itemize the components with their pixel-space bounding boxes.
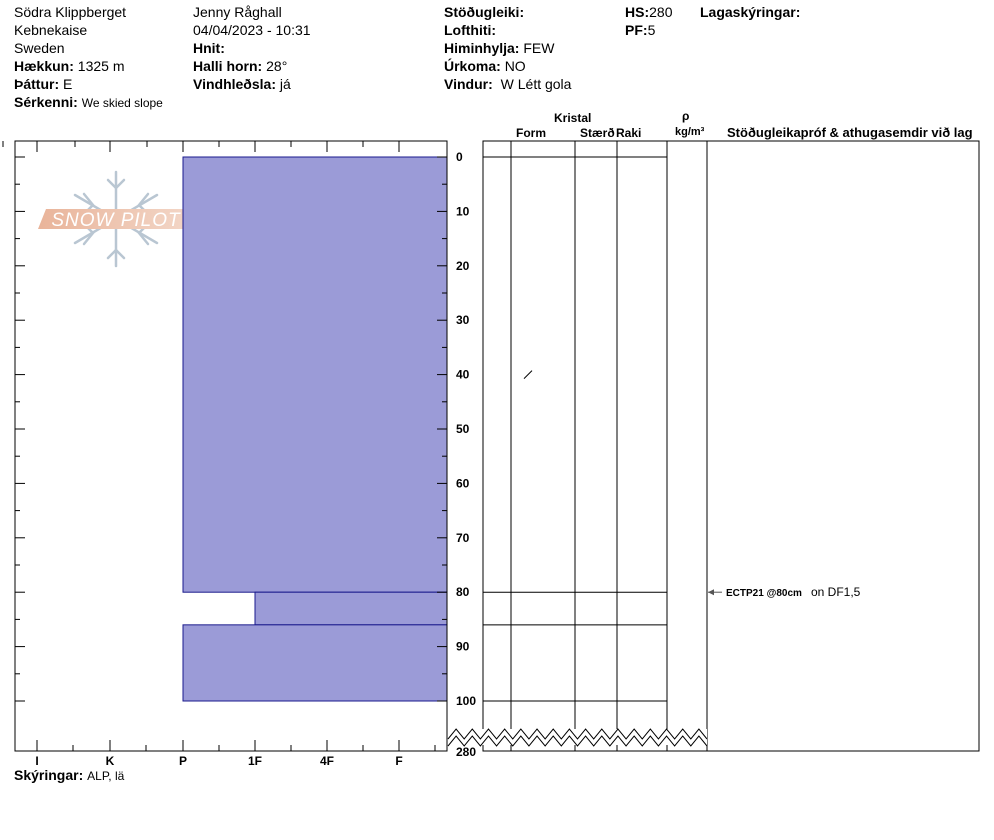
pf-row: PF:5 [625,22,655,38]
form-header: Form [516,126,546,140]
features-row: Sérkenni: We skied slope [14,94,163,111]
hs-value: 280 [649,4,673,20]
location-name: Södra Klippberget [14,4,127,20]
crystal-header: Kristal [554,111,592,125]
legend-row: Skýringar: ALP, lä [14,767,124,784]
break-mask [448,729,707,745]
depth-tick-label: 10 [456,204,470,218]
stability-label: Stöðugleiki: [444,4,525,20]
test-pointer-arrow [708,589,714,596]
layer-bars [182,156,448,702]
depth-tick-label: 30 [456,313,470,327]
aspect-value: E [63,76,73,92]
depth-axis: 0 10 20 30 40 50 60 70 80 90 100 280 [437,141,476,759]
layer-bar [254,591,448,626]
slope-value: 28° [266,58,288,74]
break-zigzag-upper [447,728,708,740]
country-name: Sweden [14,40,65,56]
wind-loading-label: Vindhleðsla: [193,76,276,92]
legend-label: Skýringar: [14,767,84,783]
hardness-tick-label: K [106,754,115,768]
depth-tick-label: 80 [456,585,470,599]
sky-value: FEW [523,40,555,56]
layer-bar [182,156,448,593]
precip-label: Úrkoma: [444,58,501,74]
depth-tick-label: 100 [456,694,476,708]
tests-header: Stöðugleikapróf & athugasemdir við lag [727,125,973,140]
air-temp-label: Lofthiti: [444,22,497,38]
table-frame [482,140,980,752]
wind-row: Vindur: W Létt gola [444,76,571,92]
hardness-tick-label: 1F [248,754,262,768]
pf-value: 5 [647,22,656,38]
layer-table [482,140,980,752]
precip-row: Úrkoma: NO [444,58,526,74]
test-result-note: on DF1,5 [811,585,861,599]
elevation-label: Hækkun: [14,58,74,74]
sky-label: Himinhylja: [444,40,520,56]
slope-row: Halli horn: 28° [193,58,287,74]
sky-row: Himinhylja: FEW [444,40,554,56]
depth-tick-label: 20 [456,259,470,273]
test-result-code: ECTP21 @80cm [726,588,802,599]
legend-value: ALP, lä [87,769,125,783]
coords-label: Hnit: [193,40,225,56]
wind-label: Vindur: [444,76,493,92]
aspect-label: Þáttur: [14,76,60,92]
slope-label: Halli horn: [193,58,263,74]
hardness-tick-label: 4F [320,754,334,768]
pf-label: PF: [625,22,648,38]
moisture-header: Raki [616,126,642,140]
logo-text: SNOW PILOT [51,210,181,231]
observation-datetime: 04/04/2023 - 10:31 [193,22,311,38]
annotations: ECTP21 @80cm on DF1,5 [708,585,861,599]
depth-tick-label: 60 [456,476,470,490]
wind-loading-row: Vindhleðsla: já [193,76,291,92]
break-zigzag-lower [447,735,708,747]
hardness-tick-label: F [395,754,402,768]
depth-break-label: 280 [456,745,476,759]
hardness-axis: I K P 1F 4F F [35,754,402,768]
logo-banner [38,209,194,229]
observer-name: Jenny Råghall [193,4,282,20]
layer-bar [182,624,448,702]
snowpilot-logo: SNOW PILOT [38,170,194,268]
aspect-row: Þáttur: E [14,76,72,92]
depth-tick-label: 50 [456,422,470,436]
form-symbol [523,370,533,379]
hs-row: HS:280 [625,4,672,20]
hs-label: HS: [625,4,650,20]
features-label: Sérkenni: [14,94,78,110]
depth-tick-label: 90 [456,640,470,654]
depth-break-marks [447,728,708,747]
wind-loading-value: já [279,76,291,92]
layer-notes-label: Lagaskýringar: [700,4,801,20]
features-value: We skied slope [81,96,163,110]
depth-tick-label: 0 [456,150,463,164]
elevation-row: Hækkun: 1325 m [14,58,125,74]
elevation-value: 1325 m [77,58,125,74]
size-header: Stærð [580,126,615,140]
hardness-tick-label: P [179,754,187,768]
wind-value: W Létt gola [500,76,572,92]
depth-tick-label: 40 [456,368,470,382]
rho-header: ρ [682,109,690,123]
depth-tick-label: 70 [456,531,470,545]
precip-value: NO [504,58,526,74]
density-unit-header: kg/m³ [675,126,705,138]
area-name: Kebnekaise [14,22,88,38]
hardness-tick-label: I [35,754,38,768]
